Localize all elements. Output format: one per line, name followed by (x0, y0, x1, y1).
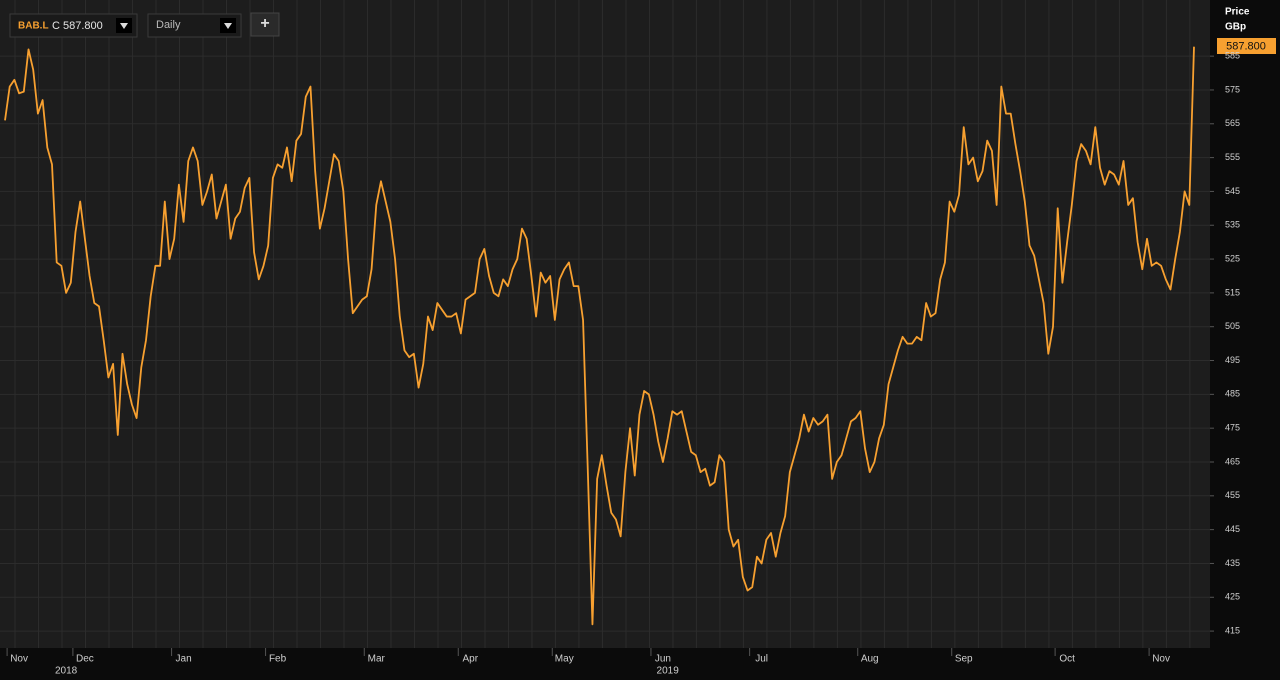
interval-box[interactable] (147, 13, 242, 38)
x-tick-label: Jan (176, 654, 192, 665)
y-tick-label: 505 (1225, 321, 1240, 331)
x-tick-label: Nov (1152, 654, 1170, 665)
interval: Daily (156, 19, 181, 31)
y-tick-label: 585 (1225, 51, 1240, 61)
y-tick-label: 465 (1225, 456, 1240, 466)
y-tick-label: 435 (1225, 558, 1240, 568)
dropdown-arrow (224, 23, 232, 29)
add-icon: + (260, 15, 269, 32)
x-year-label: 2018 (55, 666, 78, 677)
x-tick-label: Jul (755, 654, 768, 665)
y-tick-label: 455 (1225, 490, 1240, 500)
y-tick-label: 485 (1225, 389, 1240, 399)
x-tick-label: Aug (861, 654, 879, 665)
close-label: C 587.800 (52, 20, 103, 32)
plot-area (0, 0, 1210, 648)
y-tick-label: 575 (1225, 84, 1240, 94)
y-tick-label: 495 (1225, 355, 1240, 365)
last-price-label: 587.800 (1226, 40, 1266, 52)
y-tick-label: 525 (1225, 253, 1240, 263)
dropdown-arrow (120, 23, 128, 29)
y-axis-title: Price (1225, 7, 1250, 18)
x-tick-label: Jun (655, 654, 671, 665)
x-tick-label: May (555, 654, 574, 665)
symbol: BAB.L (18, 21, 49, 32)
x-tick-label: Nov (10, 654, 28, 665)
x-year-label: 2019 (657, 666, 680, 677)
y-tick-label: 545 (1225, 186, 1240, 196)
y-tick-label: 425 (1225, 592, 1240, 602)
x-tick-label: Apr (462, 654, 478, 665)
x-axis-area (0, 648, 1210, 680)
symbol-box[interactable] (9, 13, 138, 38)
x-tick-label: Mar (368, 654, 386, 665)
last-price-tag (1217, 38, 1276, 54)
toolbar: BAB.L C 587.800 Daily + (9, 12, 280, 38)
y-axis-unit: GBp (1225, 22, 1246, 33)
y-tick-label: 565 (1225, 118, 1240, 128)
price-line (4, 46, 1195, 626)
axis-area (1210, 0, 1280, 680)
x-tick-label: Oct (1059, 654, 1075, 665)
y-tick-label: 415 (1225, 625, 1240, 635)
y-tick-label: 515 (1225, 287, 1240, 297)
y-tick-label: 445 (1225, 524, 1240, 534)
y-tick-label: 535 (1225, 220, 1240, 230)
y-tick-label: 555 (1225, 152, 1240, 162)
x-tick-label: Dec (76, 654, 94, 665)
add-button[interactable] (250, 12, 280, 37)
x-tick-label: Sep (955, 654, 973, 665)
y-tick-label: 475 (1225, 423, 1240, 433)
x-tick-label: Feb (269, 654, 287, 665)
